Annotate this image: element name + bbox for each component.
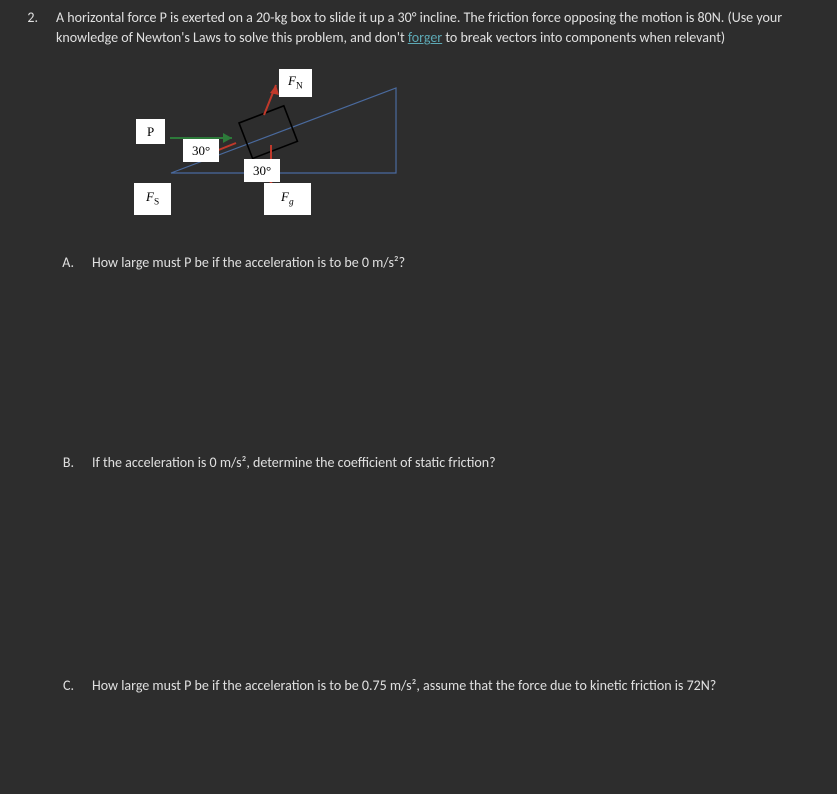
fg-F: F	[281, 189, 289, 204]
subquestion-b: B. If the acceleration is 0 m/s², determ…	[56, 453, 807, 473]
sub-b-text: If the acceleration is 0 m/s², determine…	[92, 453, 807, 473]
fn-F: F	[288, 73, 296, 88]
label-p: P	[136, 119, 165, 144]
label-fs: FS	[134, 183, 171, 215]
fs-F: F	[146, 189, 154, 204]
question-body: A horizontal force P is exerted on a 20-…	[56, 8, 807, 696]
fn-sub: N	[296, 81, 303, 91]
label-angle1: 30°	[183, 139, 219, 162]
p-arrow-head	[223, 133, 232, 143]
question-number: 2.	[20, 8, 38, 696]
subquestion-a: A. How large must P be if the accelerati…	[56, 253, 807, 273]
subquestion-c: C. How large must P be if the accelerati…	[56, 676, 807, 696]
sub-c-text: How large must P be if the acceleration …	[92, 676, 807, 696]
fg-sub: g	[289, 197, 294, 207]
label-fn: FN	[279, 69, 312, 97]
stem-typo: forger	[408, 29, 442, 46]
box-shape	[239, 105, 297, 158]
incline-diagram: FN P 30° 30° FS Fg	[96, 63, 416, 233]
question-block: 2. A horizontal force P is exerted on a …	[20, 8, 807, 696]
box-group	[239, 105, 297, 158]
sub-a-text: How large must P be if the acceleration …	[92, 253, 807, 273]
label-angle2: 30°	[244, 159, 280, 182]
sub-c-label: C.	[56, 676, 74, 696]
fs-sub: S	[154, 197, 159, 207]
stem-post: to break vectors into components when re…	[442, 29, 725, 46]
sub-b-label: B.	[56, 453, 74, 473]
sub-a-label: A.	[56, 253, 74, 273]
question-stem: A horizontal force P is exerted on a 20-…	[56, 8, 807, 49]
label-fg: Fg	[264, 183, 311, 215]
